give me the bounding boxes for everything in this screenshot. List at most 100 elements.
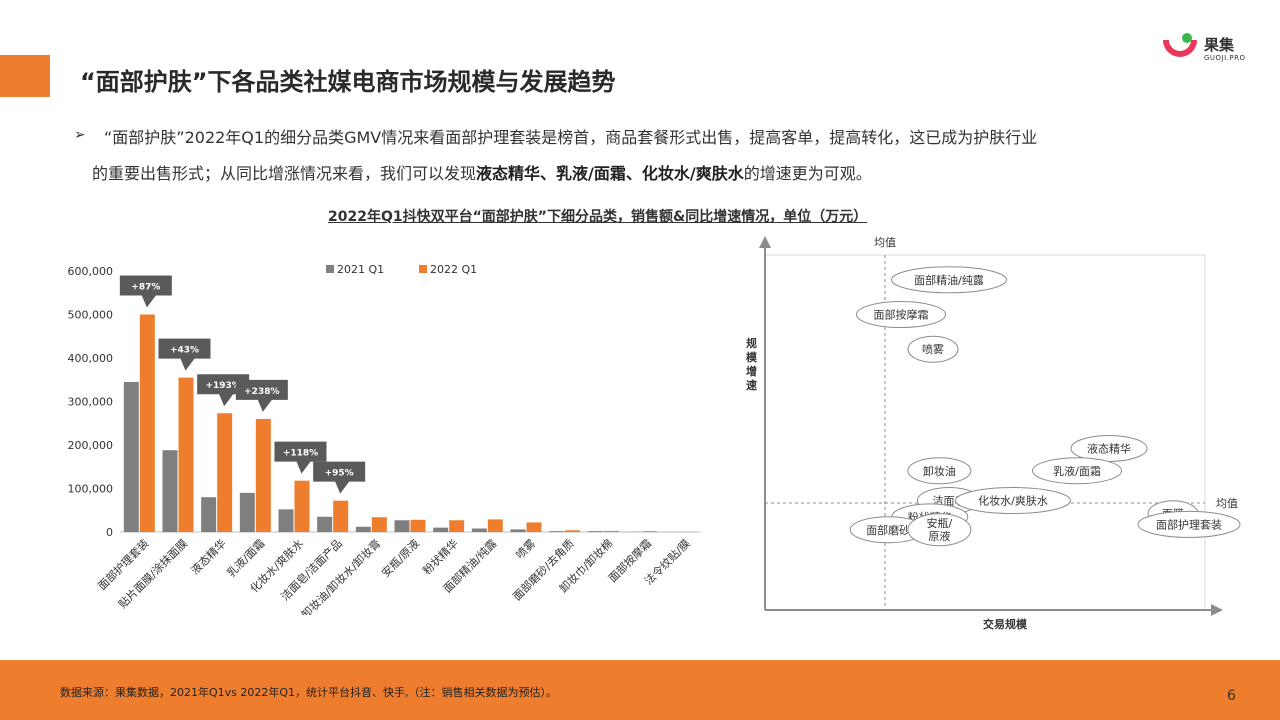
- y-tick-label: 100,000: [68, 483, 114, 496]
- y-tick-label: 500,000: [68, 309, 114, 322]
- bar-2022: [526, 522, 542, 532]
- bar-2022: [178, 377, 194, 532]
- chart-title: 2022年Q1抖快双平台“面部护肤”下细分品类，销售额&同比增速情况，单位（万元…: [328, 209, 868, 225]
- x-tick-label: 安瓶/原液: [378, 536, 422, 580]
- logo-subtitle: GUOJI.PRO: [1204, 54, 1246, 62]
- growth-callout: +118%: [274, 441, 327, 474]
- bar-2022: [371, 517, 387, 532]
- bar-2022: [294, 480, 310, 532]
- bar-2021: [355, 526, 371, 532]
- bar-2021: [471, 528, 487, 532]
- bubble-shape: [891, 266, 1007, 294]
- bubble-label: 卸妆油: [923, 464, 956, 478]
- growth-callout: +43%: [158, 338, 211, 371]
- bar-2021: [394, 520, 410, 532]
- legend-swatch-2022: [419, 265, 427, 273]
- bar-2021: [278, 509, 294, 532]
- bubble-label: 面部磨砂: [866, 523, 910, 537]
- bar-2021: [510, 529, 526, 532]
- logo-name: 果集: [1204, 36, 1235, 54]
- quadrant-frame: [764, 254, 1206, 611]
- bubble-shape: [955, 487, 1071, 515]
- bar-2021: [587, 531, 603, 532]
- x-tick-label: 粉状精华: [420, 536, 461, 577]
- growth-callout: +87%: [119, 275, 172, 308]
- x-tick-label: 液态精华: [188, 536, 229, 577]
- bar-2021: [433, 527, 449, 532]
- y-axis-arrow-icon: [759, 236, 771, 248]
- bubble-shape: [1137, 510, 1241, 538]
- bar-chart: 600,000 500,000 400,000 300,000 200,000 100,0…: [68, 263, 700, 615]
- bubble-label: 乳液/面霜: [1053, 464, 1101, 478]
- title-accent-bar: [0, 55, 50, 97]
- legend-label: 2021 Q1: [337, 263, 384, 276]
- page-number: 6: [1227, 688, 1236, 704]
- x-tick-label: 贴片面膜/涂抹面膜: [115, 536, 190, 611]
- bar-2022: [487, 519, 503, 532]
- bubble-label: 喷雾: [922, 343, 944, 356]
- x-axis-title: 交易规模: [983, 617, 1028, 631]
- bar-2022: [333, 500, 349, 532]
- bubble-label: 化妆水/爽肤水: [978, 494, 1048, 508]
- bar-2022: [410, 519, 426, 532]
- category-bubble: 面部按摩霜: [856, 301, 946, 329]
- bar-2022: [642, 531, 658, 532]
- category-bubble: 面部护理套装: [1137, 510, 1241, 538]
- bar-2022: [565, 530, 581, 532]
- y-tick-label: 300,000: [68, 396, 114, 409]
- callout-shape: [313, 461, 366, 494]
- growth-rate-label: +193%: [205, 381, 240, 391]
- bar-2021: [201, 497, 217, 532]
- bar-2021: [239, 492, 255, 532]
- y-axis-title: 规模增速: [746, 336, 758, 392]
- y-tick-label: 0: [106, 526, 113, 539]
- growth-rate-label: +118%: [283, 449, 318, 459]
- paragraph-line-2-bold: 液态精华、乳液/面霜、化妆水/爽肤水: [476, 164, 744, 183]
- bubble-label: 面部精油/纯露: [914, 273, 984, 287]
- x-tick-label: 喷雾: [513, 537, 538, 562]
- growth-rate-label: +87%: [131, 283, 160, 293]
- bar-2022: [139, 314, 155, 532]
- bubble-shape: [907, 335, 959, 363]
- page-title: “面部护肤”下各品类社媒电商市场规模与发展趋势: [80, 68, 616, 96]
- category-bubble: 喷雾: [907, 335, 959, 363]
- summary-paragraph: “面部护肤”2022年Q1的细分品类GMV情况来看面部护理套装是榜首，商品套餐形…: [92, 120, 1202, 192]
- bar-2021: [162, 450, 178, 532]
- paragraph-line-2-pre: 的重要出售形式；从同比增涨情况来看，我们可以发现: [92, 164, 477, 183]
- callout-shape: [158, 338, 211, 371]
- legend-swatch-2021: [326, 265, 334, 273]
- bubble-label: 液态精华: [1087, 441, 1131, 455]
- callout-shape: [274, 441, 327, 474]
- callout-shape: [235, 379, 288, 412]
- legend-label: 2022 Q1: [430, 263, 477, 276]
- bubble-label: 安瓶/原液: [927, 516, 953, 543]
- bar-2022: [603, 530, 619, 532]
- quadrant-chart: 均值均值交易规模规模增速面部精油/纯露面部按摩霜喷雾液态精华乳液/面霜卸妆油洁面…: [746, 236, 1241, 631]
- growth-rate-label: +238%: [244, 387, 279, 397]
- category-bubble: 面部精油/纯露: [891, 266, 1007, 294]
- growth-rate-label: +95%: [325, 469, 354, 479]
- y-tick-label: 200,000: [68, 439, 114, 452]
- category-bubble: 化妆水/爽肤水: [955, 487, 1071, 515]
- callout-shape: [119, 275, 172, 308]
- growth-callout: +238%: [235, 379, 288, 412]
- category-bubble: 乳液/面霜: [1032, 457, 1122, 485]
- mean-y-label: 均值: [1216, 497, 1238, 510]
- bar-2022: [255, 418, 271, 532]
- bubble-shape: [856, 301, 946, 329]
- growth-callout: +95%: [313, 461, 366, 494]
- bubble-shape: [907, 457, 972, 485]
- bar-2022: [449, 520, 465, 532]
- bar-2022: [217, 413, 233, 532]
- x-axis-arrow-icon: [1211, 604, 1223, 616]
- logo-icon: [1163, 33, 1197, 57]
- bubble-shape: [1032, 457, 1122, 485]
- bubble-label: 面部按摩霜: [874, 308, 929, 322]
- mean-x-label: 均值: [874, 236, 896, 249]
- growth-rate-label: +43%: [170, 346, 199, 356]
- paragraph-line-1: “面部护肤”2022年Q1的细分品类GMV情况来看面部护理套装是榜首，商品套餐形…: [104, 128, 1038, 147]
- paragraph-line-2-post: 的增速更为可观。: [743, 164, 872, 183]
- bubble-shape: [907, 513, 972, 547]
- y-tick-label: 400,000: [68, 352, 114, 365]
- category-bubble: 安瓶/原液: [907, 513, 972, 547]
